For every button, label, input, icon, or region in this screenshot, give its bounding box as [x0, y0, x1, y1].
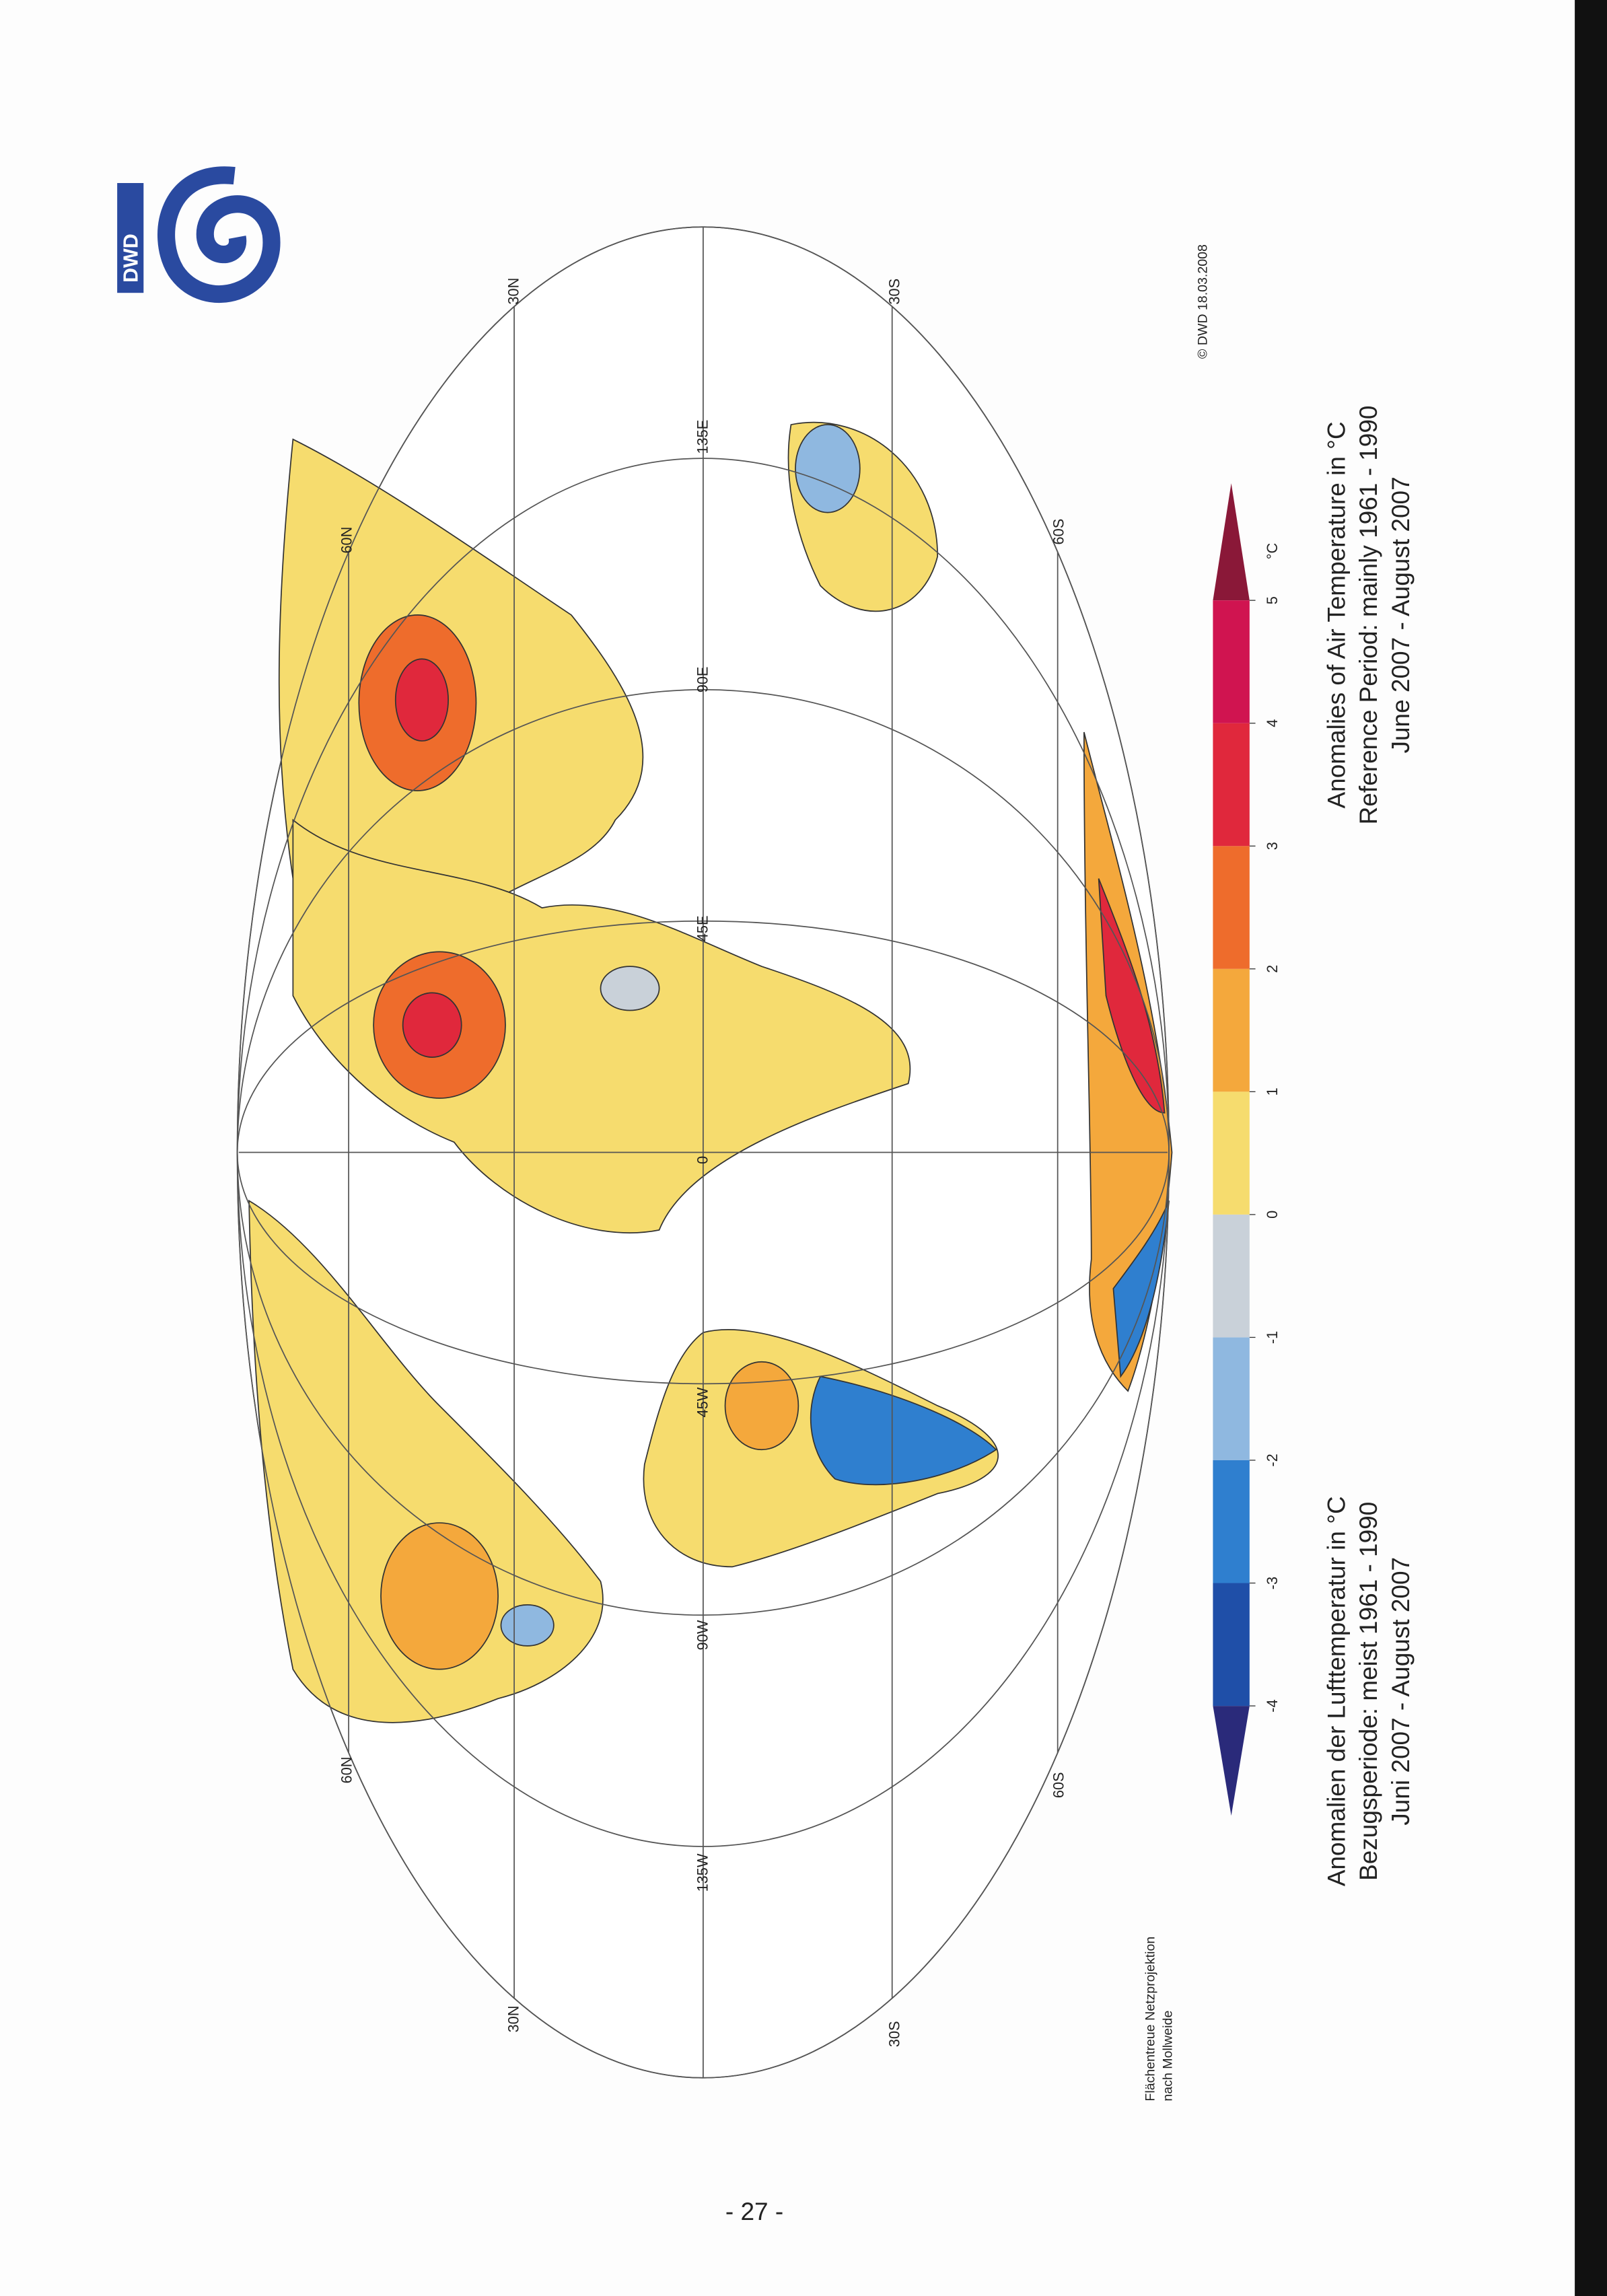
- title-de: Anomalien der Lufttemperatur in °C: [1322, 1496, 1350, 1886]
- logo-text: DWD: [120, 234, 143, 283]
- lat-label: 30S: [886, 279, 903, 305]
- colorbar-segment: [1213, 1337, 1250, 1460]
- colorbar-segment: [1213, 1214, 1250, 1338]
- colorbar-tick-label: -1: [1264, 1331, 1281, 1344]
- map: 30N 30N 60N 60N 30S 30S 60S 60S 135W 90W…: [236, 226, 1173, 2079]
- colorbar-tick-label: 1: [1264, 1087, 1281, 1096]
- colorbar-end: [1213, 1706, 1250, 1816]
- colorbar-tick-label: 4: [1264, 719, 1281, 727]
- lon-label: 45W: [694, 1387, 711, 1417]
- page-number: - 27 -: [725, 2198, 783, 2225]
- colorbar-segment: [1213, 1460, 1250, 1583]
- lat-label: 60N: [338, 1756, 355, 1783]
- colorbar-segment: [1213, 846, 1250, 969]
- legend-unit: °C: [1264, 543, 1281, 559]
- colorbar-segment: [1213, 600, 1250, 723]
- colorbar-tick-label: 5: [1264, 596, 1281, 604]
- projection-note: nach Mollweide: [1160, 2011, 1175, 2102]
- title-en: Anomalies of Air Temperature in °C: [1322, 421, 1350, 808]
- colorbar-segment: [1213, 1091, 1250, 1215]
- colorbar-tick-label: 3: [1264, 842, 1281, 850]
- colorbar-tick-label: -2: [1264, 1454, 1281, 1466]
- lon-label: 45E: [694, 915, 711, 941]
- colorbar-tick-label: -3: [1264, 1577, 1281, 1589]
- dwd-logo: DWD: [117, 166, 281, 303]
- title-de: Bezugsperiode: meist 1961 - 1990: [1355, 1502, 1382, 1881]
- lon-label: 90E: [694, 667, 711, 693]
- title-en: June 2007 - August 2007: [1387, 476, 1415, 753]
- lat-label: 60S: [1050, 1772, 1067, 1798]
- lon-label: 0: [694, 1156, 711, 1164]
- colorbar: -4 -3 -2 -1 0 1 2 3 4 5: [1213, 483, 1281, 1816]
- lat-label: 30S: [886, 2021, 903, 2047]
- copyright: © DWD 18.03.2008: [1196, 244, 1211, 359]
- lat-label: 30N: [505, 2005, 522, 2032]
- colorbar-end: [1213, 483, 1250, 601]
- colorbar-tick-label: -4: [1264, 1699, 1281, 1712]
- colorbar-tick-label: 2: [1264, 965, 1281, 973]
- title-en: Reference Period: mainly 1961 - 1990: [1355, 406, 1382, 825]
- map-outline: [236, 226, 1170, 2079]
- lat-label: 30N: [505, 278, 522, 305]
- lon-label: 135E: [694, 420, 711, 454]
- colorbar-segment: [1213, 723, 1250, 847]
- lon-label: 135W: [694, 1853, 711, 1892]
- lon-label: 90W: [694, 1620, 711, 1650]
- colorbar-segment: [1213, 1583, 1250, 1707]
- title-de: Juni 2007 - August 2007: [1387, 1557, 1415, 1826]
- lat-label: 60N: [338, 527, 355, 554]
- colorbar-segment: [1213, 968, 1250, 1092]
- landmasses: [248, 421, 1173, 1723]
- projection-note: Flächentreue Netzprojektion: [1143, 1937, 1157, 2102]
- scan-edge: [1575, 0, 1607, 2296]
- lat-label: 60S: [1050, 519, 1067, 545]
- colorbar-tick-label: 0: [1264, 1211, 1281, 1219]
